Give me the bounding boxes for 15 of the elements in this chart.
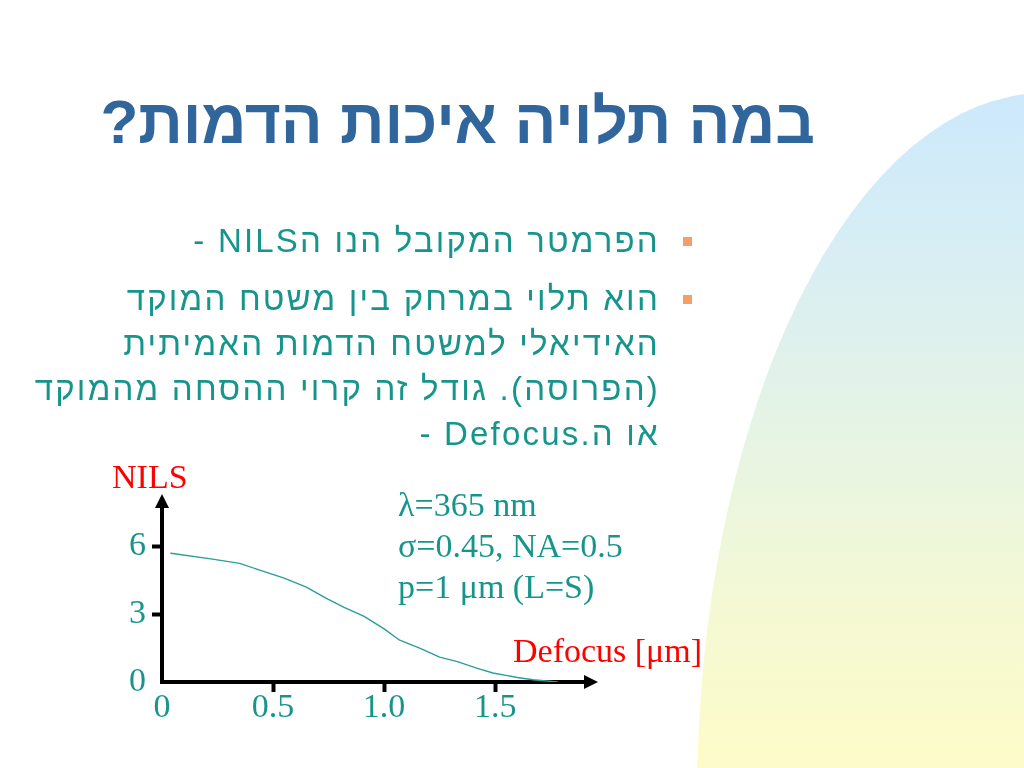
y-axis-title: NILS — [112, 458, 188, 496]
annotation: σ=0.45, NA=0.5 — [398, 526, 623, 566]
y-tick-label: 0 — [129, 660, 146, 698]
annotation: λ=365 nm — [398, 485, 538, 525]
x-axis-title: Defocus [μm] — [513, 632, 703, 670]
chart-title: במה תלויה איכות הדמות? — [100, 86, 815, 157]
text: הפרמטר המקובל הנו הNILS - — [192, 221, 660, 261]
x-tick-label: 1.5 — [473, 687, 517, 725]
annotation: p=1 μm (L=S) — [398, 567, 596, 607]
y-tick-label: 3 — [129, 593, 146, 631]
text: הוא תלוי במרחק בין משטח המוקד האידיאלי למשטח הדמות האמיתית (הפרוסה). גודל זה קרוי ההסחה מהמוקד או ה.Defocus - — [33, 279, 660, 454]
y-tick-label: 6 — [129, 525, 146, 563]
x-tick-label: 0.5 — [251, 687, 295, 725]
x-tick-label: 0 — [153, 687, 171, 725]
x-tick-label: 1.0 — [362, 687, 406, 725]
